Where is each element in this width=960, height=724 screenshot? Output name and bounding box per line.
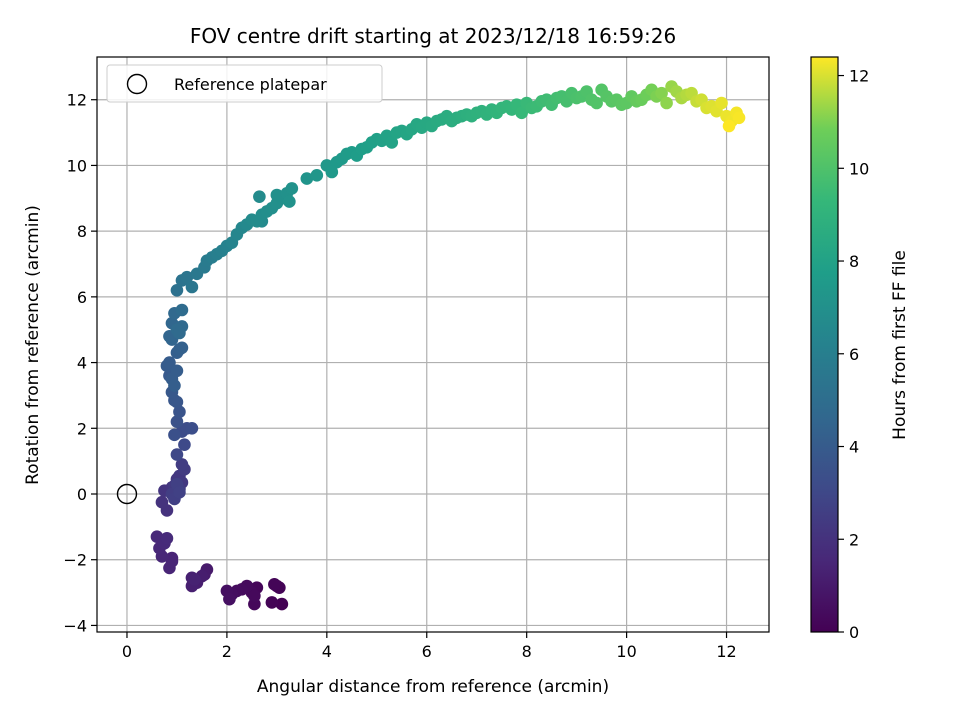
plot-frame (96, 56, 770, 633)
data-point (325, 165, 339, 179)
data-point (170, 415, 184, 429)
colorbar (811, 57, 838, 632)
y-tick-label: 4 (77, 354, 87, 373)
data-point (188, 573, 201, 586)
data-point (275, 597, 289, 611)
data-point (175, 341, 189, 355)
data-point (163, 356, 176, 369)
data-point (155, 495, 169, 509)
colorbar-tick-label: 0 (849, 623, 859, 642)
data-point (732, 111, 746, 125)
data-point (265, 596, 279, 609)
data-point (175, 303, 189, 317)
x-axis-ticks: 0 2 4 6 8 10 12 (122, 632, 737, 661)
legend-marker-icon (126, 73, 148, 95)
data-point (253, 190, 266, 203)
data-point (165, 555, 179, 568)
data-point (268, 578, 281, 591)
y-tick-label: 10 (67, 156, 87, 175)
x-tick-label: 0 (122, 642, 132, 661)
y-tick-label: 2 (77, 419, 87, 438)
data-point (170, 364, 184, 378)
grid (97, 57, 769, 632)
data-point (660, 96, 673, 110)
colorbar-label: Hours from first FF file (890, 250, 910, 440)
x-tick-label: 6 (422, 642, 432, 661)
data-point (270, 188, 284, 202)
data-point (175, 458, 189, 471)
data-point (170, 448, 184, 461)
colorbar-tick-label: 4 (849, 438, 859, 457)
x-axis-label: Angular distance from reference (arcmin) (257, 677, 609, 697)
y-axis-ticks: −4 −2 0 2 4 6 8 10 12 (63, 91, 97, 635)
data-point (185, 280, 199, 294)
x-tick-label: 2 (222, 642, 232, 661)
y-axis-label: Rotation from reference (arcmin) (23, 205, 43, 485)
data-point (160, 532, 174, 545)
data-point (173, 405, 186, 419)
data-point (715, 96, 728, 110)
data-point (515, 106, 528, 120)
x-tick-label: 8 (522, 642, 532, 661)
colorbar-tick-label: 8 (849, 252, 859, 271)
data-point (168, 379, 181, 392)
colorbar-tick-label: 10 (849, 159, 869, 178)
data-point (173, 486, 186, 499)
data-point (170, 283, 184, 297)
x-tick-label: 12 (716, 642, 736, 661)
data-point (590, 96, 603, 110)
data-point (178, 438, 191, 452)
legend: Reference platepar (106, 64, 383, 103)
x-tick-label: 4 (322, 642, 332, 661)
y-tick-label: 0 (77, 485, 87, 504)
legend-box (106, 64, 383, 103)
legend-label: Reference platepar (174, 75, 327, 94)
data-point (300, 172, 314, 185)
data-point (655, 86, 668, 100)
y-tick-label: −2 (63, 551, 87, 570)
y-tick-label: 12 (67, 91, 87, 110)
colorbar-frame (810, 56, 839, 633)
chart-title: FOV centre drift starting at 2023/12/18 … (190, 24, 676, 48)
y-tick-label: −4 (63, 616, 87, 635)
x-tick-label: 10 (616, 642, 636, 661)
colorbar-tick-label: 2 (849, 530, 859, 549)
reference-marker (116, 483, 138, 505)
data-point (722, 119, 736, 133)
data-point (285, 182, 299, 195)
data-point (248, 589, 261, 603)
y-tick-label: 8 (77, 222, 87, 241)
data-point (385, 136, 399, 149)
reference-marker-group (116, 483, 138, 505)
colorbar-tick-label: 12 (849, 67, 869, 86)
data-point (310, 168, 324, 182)
data-point (180, 270, 194, 284)
data-point (168, 428, 181, 442)
data-point (223, 592, 236, 606)
colorbar-ticks: 0 2 4 6 8 10 12 (838, 67, 869, 642)
data-point (185, 421, 199, 435)
y-tick-label: 6 (77, 288, 87, 307)
data-points (150, 80, 746, 611)
data-point (283, 195, 296, 208)
data-point (173, 326, 186, 340)
colorbar-tick-label: 6 (849, 345, 859, 364)
